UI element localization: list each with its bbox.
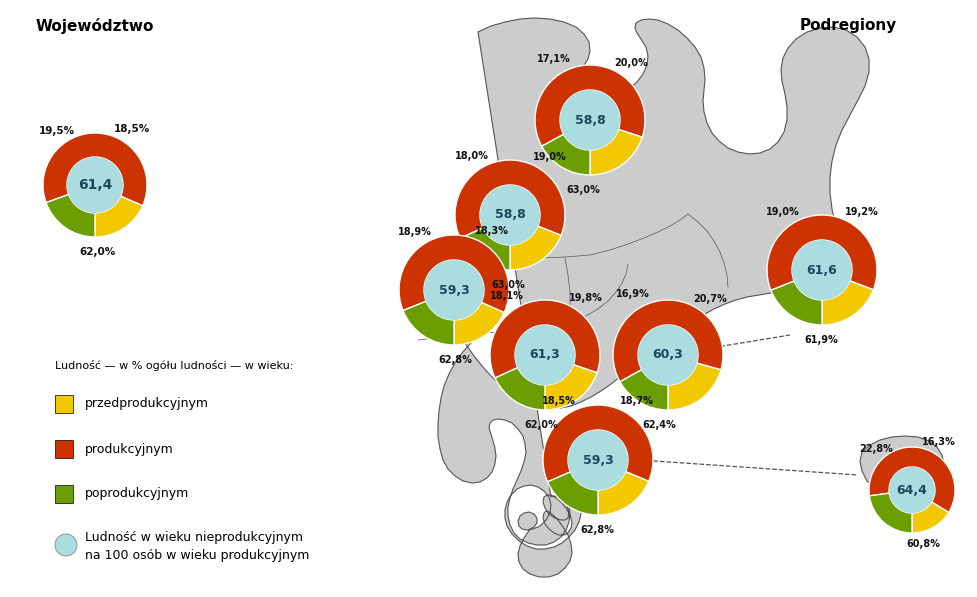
Wedge shape	[453, 302, 504, 345]
Wedge shape	[534, 65, 645, 146]
Text: 19,0%: 19,0%	[765, 207, 798, 217]
Text: 18,3%: 18,3%	[475, 226, 509, 236]
Circle shape	[480, 185, 539, 245]
Bar	[55, 440, 73, 458]
Text: 18,9%: 18,9%	[398, 227, 431, 236]
Text: 59,3: 59,3	[582, 454, 613, 466]
Circle shape	[568, 430, 627, 490]
Text: 20,7%: 20,7%	[693, 294, 727, 304]
Text: 61,6: 61,6	[806, 263, 836, 276]
Text: na 100 osób w wieku produkcyjnym: na 100 osób w wieku produkcyjnym	[85, 549, 309, 562]
Circle shape	[55, 534, 77, 556]
Text: 62,0%: 62,0%	[79, 247, 115, 257]
Wedge shape	[542, 405, 653, 482]
Wedge shape	[399, 235, 508, 312]
Text: 19,5%: 19,5%	[39, 125, 74, 136]
Text: 18,5%: 18,5%	[113, 124, 149, 134]
Text: 19,2%: 19,2%	[844, 207, 878, 217]
Text: 17,1%: 17,1%	[536, 54, 571, 64]
Text: 16,3%: 16,3%	[921, 437, 955, 447]
Polygon shape	[438, 18, 869, 577]
Text: 19,0%: 19,0%	[532, 152, 566, 162]
Circle shape	[560, 90, 619, 150]
Wedge shape	[619, 370, 667, 410]
Wedge shape	[613, 300, 722, 382]
Text: 19,8%: 19,8%	[569, 293, 603, 303]
Wedge shape	[46, 195, 95, 237]
Text: poprodukcyjnym: poprodukcyjnym	[85, 488, 190, 500]
Circle shape	[515, 325, 574, 385]
Text: 18,1%: 18,1%	[489, 291, 524, 301]
Circle shape	[888, 467, 934, 513]
Circle shape	[637, 325, 698, 385]
Wedge shape	[489, 300, 599, 378]
Wedge shape	[43, 133, 147, 205]
Text: 62,0%: 62,0%	[524, 420, 558, 430]
Text: 63,0%: 63,0%	[490, 281, 524, 290]
Wedge shape	[460, 228, 509, 270]
Wedge shape	[509, 226, 561, 270]
Text: przedprodukcyjnym: przedprodukcyjnym	[85, 398, 209, 411]
Text: 62,8%: 62,8%	[438, 355, 472, 365]
Wedge shape	[454, 160, 565, 238]
Wedge shape	[95, 196, 143, 237]
Wedge shape	[403, 301, 453, 345]
Wedge shape	[770, 281, 821, 325]
Text: 59,3: 59,3	[438, 284, 469, 297]
Wedge shape	[494, 368, 544, 410]
Wedge shape	[544, 365, 597, 410]
Wedge shape	[541, 134, 589, 175]
Wedge shape	[766, 215, 876, 290]
Wedge shape	[667, 363, 720, 410]
Text: 60,3: 60,3	[652, 349, 683, 362]
Wedge shape	[869, 447, 954, 512]
Text: 22,8%: 22,8%	[858, 444, 892, 454]
Text: Podregiony: Podregiony	[798, 18, 896, 33]
Wedge shape	[869, 493, 912, 533]
Circle shape	[424, 260, 484, 320]
Circle shape	[67, 157, 123, 213]
Wedge shape	[589, 130, 642, 175]
Text: 16,9%: 16,9%	[615, 290, 649, 299]
Text: 18,7%: 18,7%	[619, 396, 654, 407]
Text: 18,0%: 18,0%	[455, 150, 488, 161]
Text: 62,8%: 62,8%	[580, 525, 614, 536]
Bar	[55, 395, 73, 413]
Text: produkcyjnym: produkcyjnym	[85, 442, 174, 456]
Text: 61,3: 61,3	[530, 349, 560, 362]
Wedge shape	[821, 281, 872, 325]
Wedge shape	[597, 472, 648, 515]
Polygon shape	[859, 436, 943, 493]
Text: 20,0%: 20,0%	[614, 58, 648, 68]
Bar	[55, 485, 73, 503]
Text: Ludność w wieku nieprodukcyjnym: Ludność w wieku nieprodukcyjnym	[85, 531, 303, 543]
Text: Województwo: Województwo	[36, 18, 154, 34]
Text: 58,8: 58,8	[574, 113, 605, 127]
Circle shape	[791, 240, 851, 300]
Text: 60,8%: 60,8%	[906, 539, 939, 549]
Text: 18,5%: 18,5%	[542, 396, 575, 406]
Text: 61,9%: 61,9%	[804, 336, 837, 346]
Text: 61,4: 61,4	[78, 178, 112, 192]
Text: 64,4: 64,4	[896, 484, 926, 497]
Text: Ludność — w % ogółu ludności — w wieku:: Ludność — w % ogółu ludności — w wieku:	[55, 360, 293, 371]
Text: 58,8: 58,8	[494, 208, 525, 221]
Text: 62,4%: 62,4%	[642, 420, 676, 430]
Wedge shape	[912, 502, 948, 533]
Text: 63,0%: 63,0%	[566, 185, 600, 195]
Wedge shape	[547, 472, 597, 515]
